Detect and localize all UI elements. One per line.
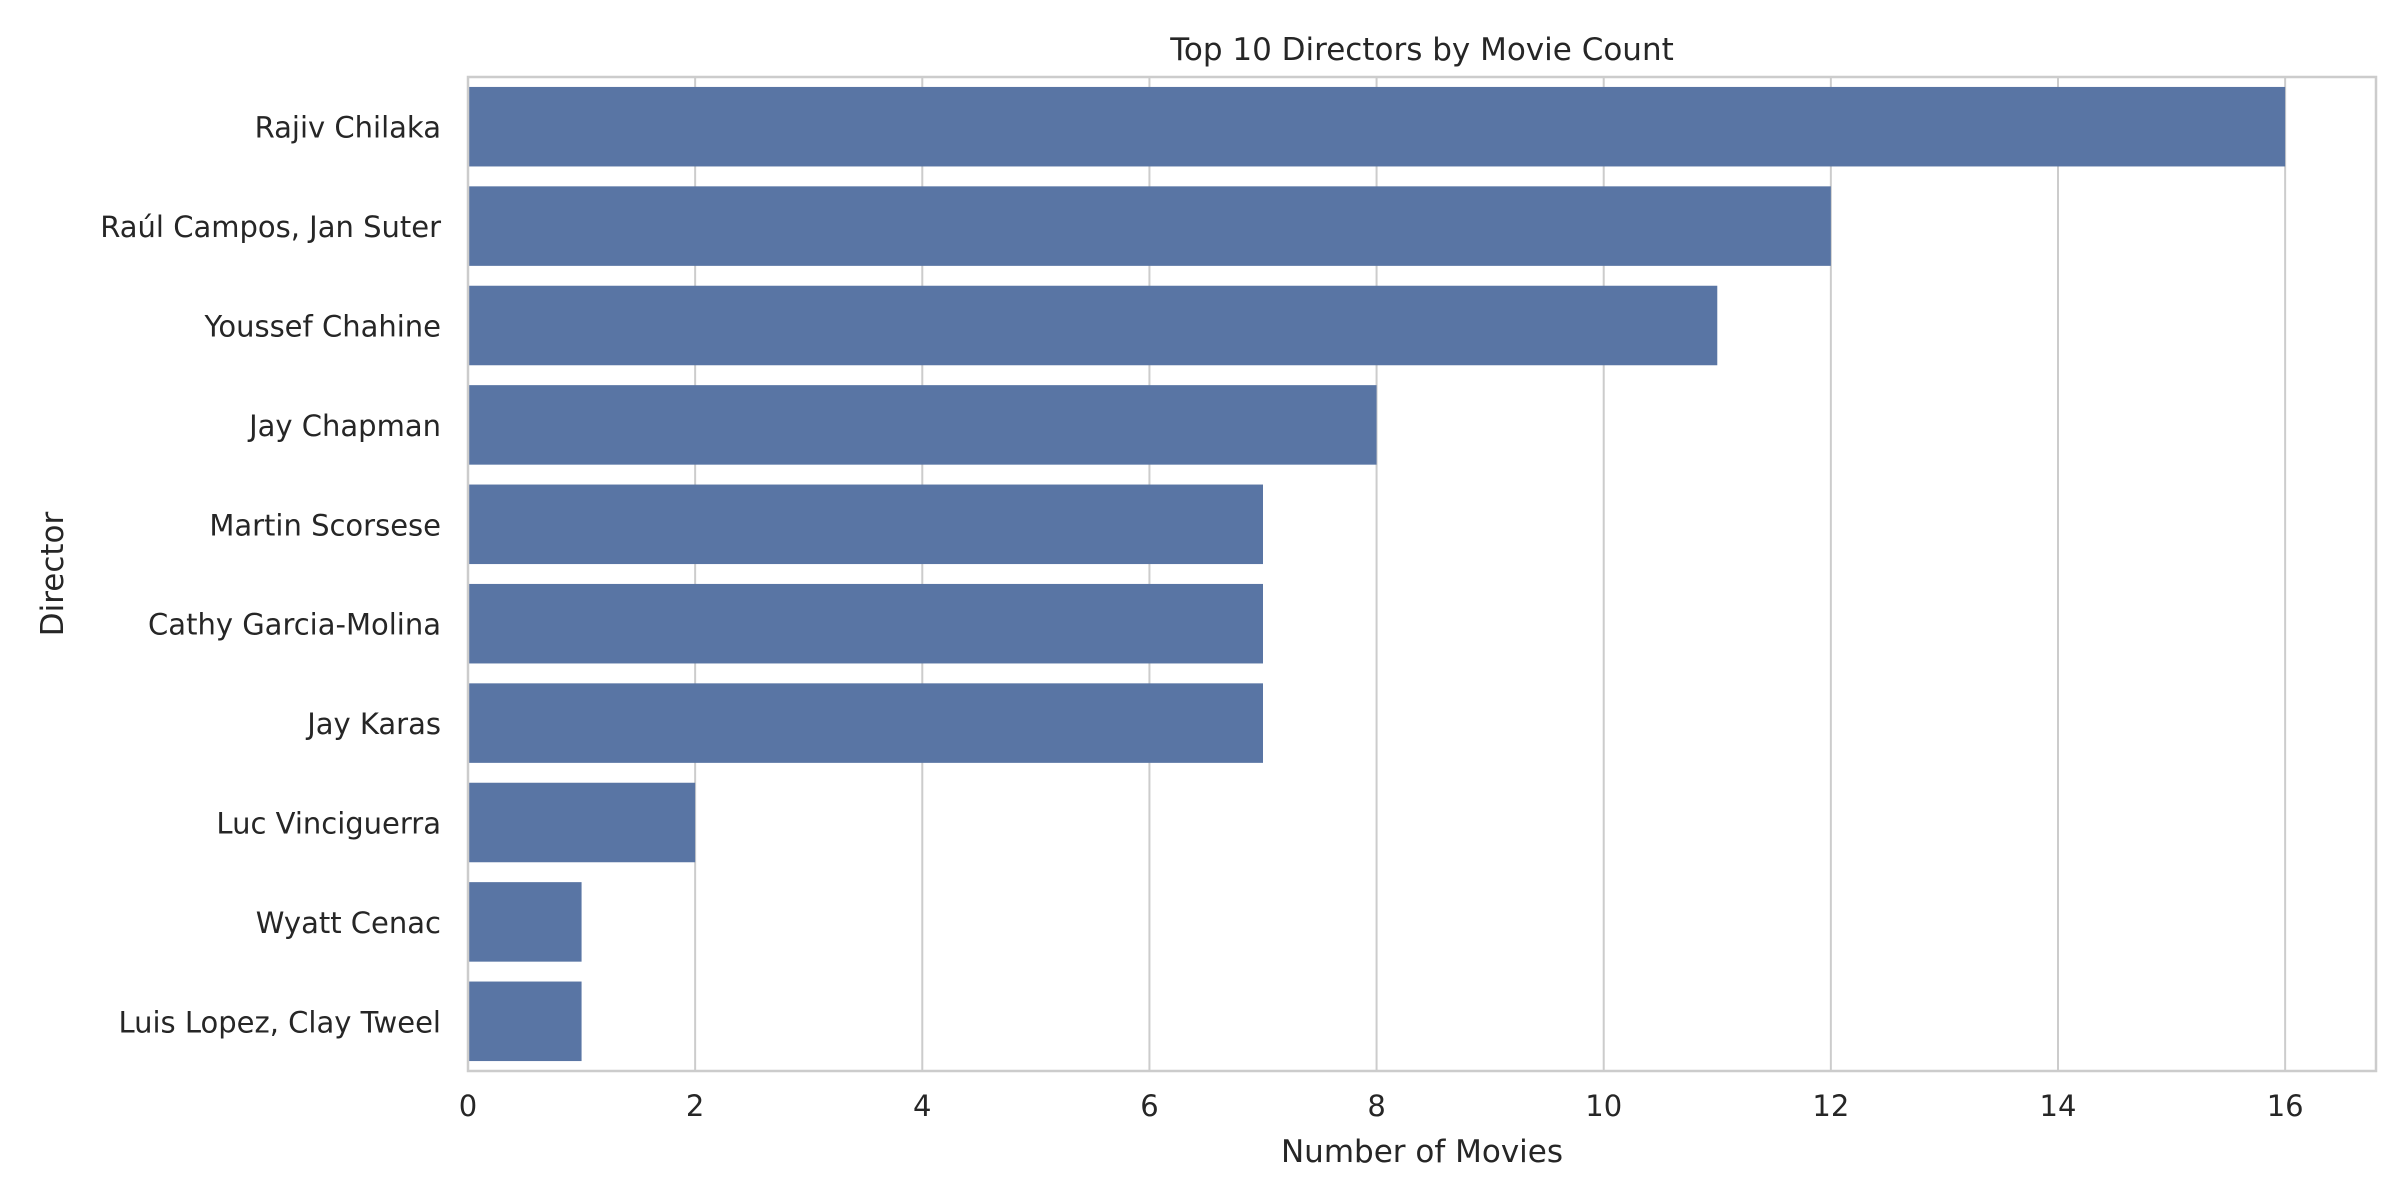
y-tick-label: Cathy Garcia-Molina bbox=[148, 608, 441, 642]
x-tick-label: 0 bbox=[459, 1089, 477, 1123]
bar bbox=[468, 186, 1831, 266]
x-tick-label: 4 bbox=[913, 1089, 931, 1123]
bars bbox=[468, 86, 2286, 1062]
y-tick-labels: Rajiv Chilaka Raúl Campos, Jan Suter Youss… bbox=[100, 111, 441, 1040]
y-tick-label: Luc Vinciguerra bbox=[216, 807, 441, 841]
x-tick-label: 8 bbox=[1367, 1089, 1385, 1123]
bar bbox=[468, 385, 1377, 465]
y-tick-label: Luis Lopez, Clay Tweel bbox=[118, 1005, 441, 1039]
y-tick-label: Youssef Chahine bbox=[203, 310, 441, 344]
y-tick-label: Raúl Campos, Jan Suter bbox=[100, 210, 441, 244]
y-tick-label: Martin Scorsese bbox=[209, 508, 441, 542]
y-tick-label: Wyatt Cenac bbox=[256, 906, 441, 940]
x-tick-label: 2 bbox=[686, 1089, 704, 1123]
y-tick-label: Jay Chapman bbox=[247, 409, 441, 443]
x-tick-label: 10 bbox=[1585, 1089, 1622, 1123]
bar bbox=[468, 782, 696, 863]
y-tick-label: Rajiv Chilaka bbox=[255, 111, 441, 145]
x-tick-label: 14 bbox=[2040, 1089, 2077, 1123]
plot-frame bbox=[466, 75, 2378, 1073]
x-tick-labels: 0 2 4 6 8 10 12 14 16 bbox=[459, 1089, 2304, 1123]
bar bbox=[468, 484, 1263, 565]
bar bbox=[468, 882, 582, 962]
bar bbox=[468, 86, 2286, 167]
bar bbox=[468, 583, 1263, 664]
x-tick-label: 6 bbox=[1140, 1089, 1158, 1123]
bar bbox=[468, 683, 1263, 763]
bar bbox=[468, 981, 582, 1062]
x-tick-label: 16 bbox=[2267, 1089, 2304, 1123]
x-tick-label: 12 bbox=[1812, 1089, 1849, 1123]
bar bbox=[468, 285, 1718, 366]
x-axis-label: Number of Movies bbox=[1281, 1134, 1563, 1170]
chart-title: Top 10 Directors by Movie Count bbox=[1169, 32, 1674, 68]
y-tick-label: Jay Karas bbox=[305, 707, 441, 741]
y-axis-label: Director bbox=[35, 511, 71, 636]
